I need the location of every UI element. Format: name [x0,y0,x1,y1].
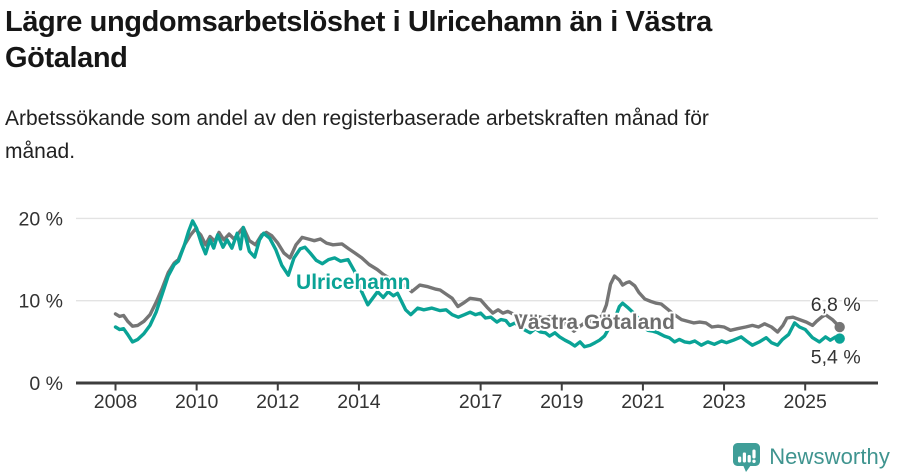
end-dot-ulricehamn [834,333,845,344]
end-dot-v-stra-g-taland [834,321,845,333]
x-tick-label: 2017 [459,391,502,413]
x-tick-label: 2021 [621,391,664,413]
x-tick-label: 2012 [256,391,299,413]
x-tick-label: 2019 [540,391,583,413]
newsworthy-logo-icon [733,443,761,472]
chart-subtitle: Arbetssökande som andel av den registerb… [5,107,709,163]
x-axis-ticks [114,383,807,391]
chart-title: Lägre ungdomsarbetslöshet i Ulricehamn ä… [5,6,712,74]
series-line-v-stra-g-taland [113,225,842,334]
newsworthy-branding: Newsworthy [732,442,890,472]
x-axis-labels: 2008 2010 2012 2014 2017 2019 2021 2023 2025 [94,391,827,413]
end-value-label-ulricehamn: 5,4 % [811,347,861,369]
x-tick-label: 2023 [702,391,745,413]
y-tick-label: 0 % [29,373,63,395]
series-label: Västra Götaland [514,311,675,334]
x-tick-label: 2008 [94,391,137,413]
newsworthy-brand-text: Newsworthy [769,444,890,469]
x-tick-label: 2010 [175,391,219,413]
y-tick-label: 10 % [19,291,63,313]
x-tick-label: 2014 [337,391,381,413]
end-value-label-v-stra-g-taland: 6,8 % [811,294,861,316]
series-label: Ulricehamn [296,271,410,294]
chart-header: Lägre ungdomsarbetslöshet i Ulricehamn ä… [5,4,835,168]
y-axis-labels: 0 % 10 % 20 % [19,208,63,395]
y-tick-label: 20 % [19,208,63,230]
series-line-ulricehamn [113,219,842,349]
x-tick-label: 2025 [783,391,827,413]
